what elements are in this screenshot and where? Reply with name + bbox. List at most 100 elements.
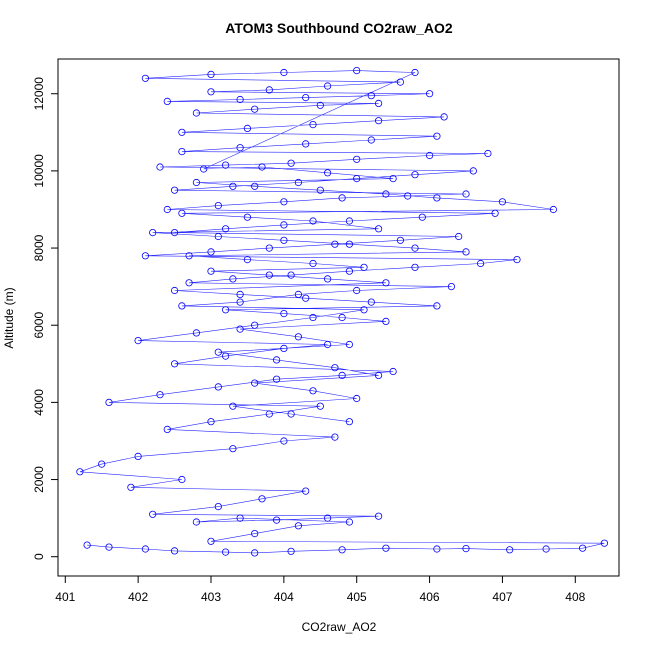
data-point (171, 186, 179, 194)
data-point (229, 182, 237, 190)
data-point (185, 279, 193, 287)
data-point (207, 248, 215, 256)
data-point (338, 371, 346, 379)
data-point (163, 425, 171, 433)
data-point (309, 313, 317, 322)
data-point (280, 221, 288, 229)
data-point (360, 306, 368, 314)
data-point (171, 286, 179, 295)
data-point (280, 309, 288, 318)
data-point (185, 252, 193, 260)
data-point (222, 352, 230, 360)
data-point (309, 121, 317, 129)
data-point (302, 294, 310, 302)
data-point (243, 255, 251, 264)
data-point (251, 182, 259, 190)
data-point (484, 149, 492, 158)
data-point (236, 298, 244, 306)
data-point (338, 546, 346, 554)
data-point (251, 529, 259, 538)
data-point (345, 217, 353, 225)
data-point (382, 190, 390, 198)
data-point (258, 495, 266, 503)
data-point (192, 109, 200, 117)
data-point (141, 252, 149, 260)
data-point (425, 151, 434, 160)
data-point (163, 97, 171, 106)
data-point (207, 537, 215, 545)
data-point (171, 360, 179, 368)
data-point (316, 101, 324, 109)
y-tick-label: 8000 (32, 234, 46, 261)
data-point (294, 522, 302, 530)
data-point (294, 178, 302, 187)
data-point (280, 344, 288, 352)
data-point (178, 475, 186, 484)
data-point (229, 445, 237, 453)
data-point (374, 99, 383, 108)
data-point (549, 205, 558, 214)
data-point (374, 512, 383, 520)
y-tick-label: 12000 (32, 77, 46, 111)
data-point (207, 88, 215, 96)
data-point (418, 213, 426, 221)
data-point (229, 402, 237, 410)
data-point (236, 144, 244, 152)
data-point (287, 410, 295, 418)
data-point (345, 418, 353, 426)
data-point (163, 205, 171, 214)
data-point (367, 136, 375, 144)
data-point (411, 263, 419, 271)
data-point (258, 163, 266, 171)
data-point (141, 74, 149, 82)
data-point (382, 279, 390, 287)
data-point (251, 379, 259, 387)
data-point (323, 82, 332, 90)
data-point (389, 175, 397, 183)
data-point (200, 165, 208, 173)
data-point (236, 514, 244, 522)
data-point (455, 232, 463, 241)
data-point (353, 155, 361, 163)
data-point (345, 267, 353, 275)
data-point (280, 437, 288, 445)
data-point (178, 148, 186, 156)
data-point (433, 545, 441, 553)
data-point (141, 545, 149, 553)
data-point (374, 225, 383, 233)
data-point (542, 545, 550, 553)
y-tick-label: 4000 (32, 389, 46, 416)
data-point (280, 236, 288, 244)
data-point (207, 418, 215, 426)
data-point (374, 117, 383, 125)
data-point (462, 544, 470, 553)
data-point (396, 236, 404, 244)
data-point (214, 202, 222, 210)
data-point (236, 95, 244, 104)
data-point (272, 375, 281, 383)
data-point (280, 198, 288, 206)
data-point (265, 410, 273, 418)
data-point (192, 518, 200, 526)
data-point (367, 92, 375, 100)
y-tick-label: 10000 (32, 154, 46, 188)
y-axis-title: Altitude (m) (2, 287, 16, 348)
data-point (251, 105, 259, 113)
data-point (229, 275, 237, 283)
data-point (243, 213, 251, 221)
data-point (265, 271, 273, 279)
data-point (156, 163, 164, 171)
y-tick-label: 0 (32, 553, 46, 560)
data-point (513, 255, 521, 264)
data-point (411, 68, 419, 77)
series-line (79, 70, 605, 554)
data-point (178, 128, 186, 136)
data-point (338, 194, 346, 202)
data-point (353, 67, 361, 75)
data-point (578, 544, 587, 552)
data-point (345, 518, 353, 526)
x-tick-label: 401 (55, 590, 75, 604)
data-point (83, 541, 91, 549)
data-point (287, 547, 295, 555)
data-point (323, 169, 332, 177)
